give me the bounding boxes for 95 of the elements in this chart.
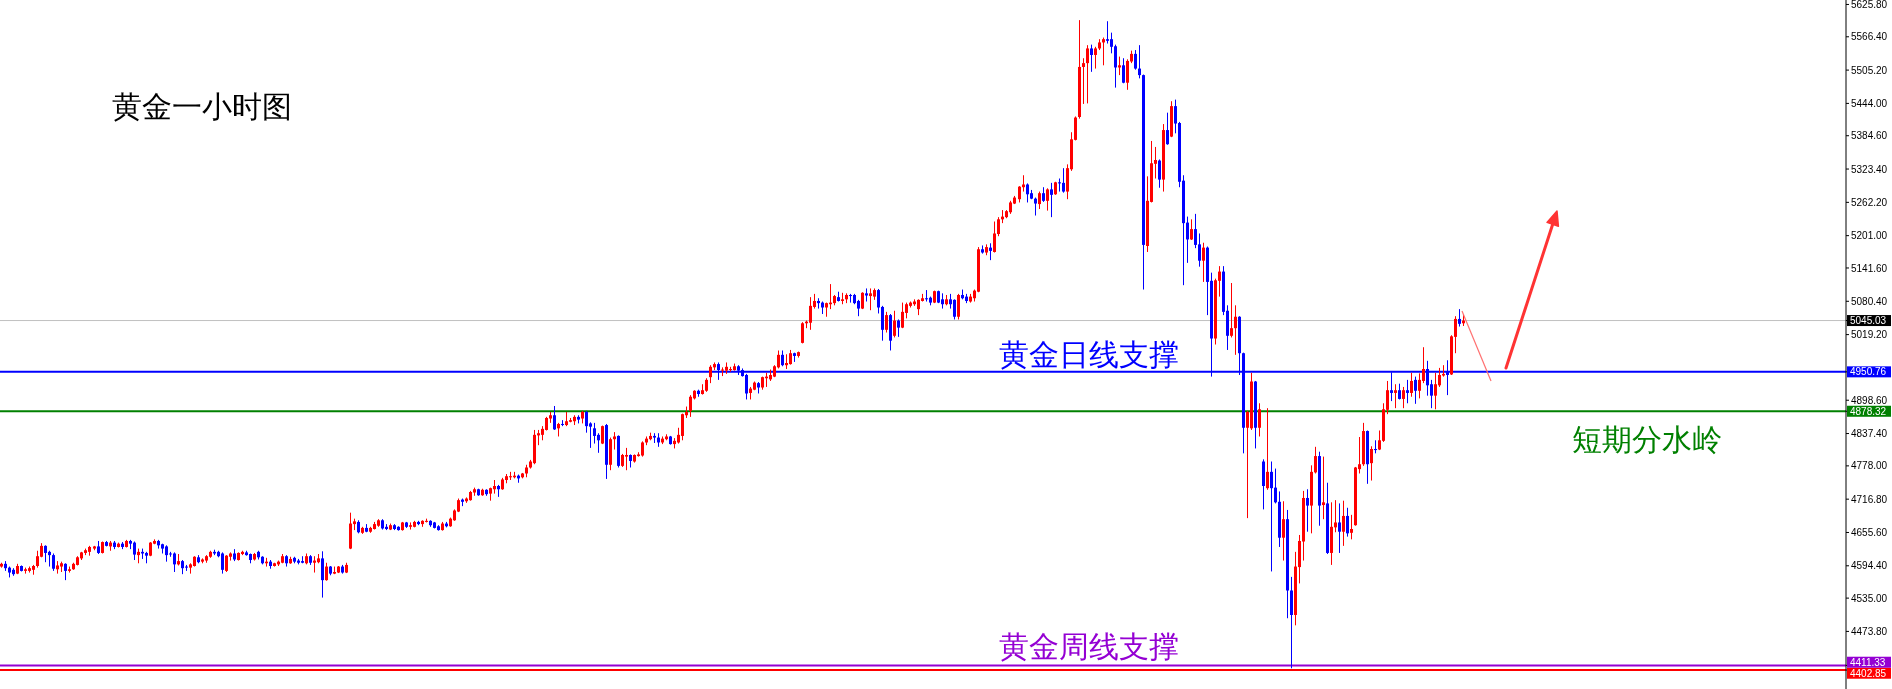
candlestick (1198, 232, 1201, 268)
candlestick (1234, 304, 1237, 356)
ref-line-label: 黄金日线支撑 (999, 336, 1180, 372)
candlestick (1374, 439, 1377, 454)
y-tick-label: 4898.60 (1851, 394, 1888, 406)
candlestick (869, 287, 872, 311)
candlestick (1106, 20, 1109, 45)
candlestick (1102, 37, 1105, 66)
candlestick (1058, 178, 1061, 193)
y-tick-label: 5625.80 (1851, 0, 1888, 11)
candlestick (1138, 44, 1141, 79)
y-tick-label: 5080.40 (1851, 295, 1888, 307)
candlestick (1410, 372, 1413, 398)
candlestick (1186, 216, 1189, 264)
candlestick (1094, 46, 1097, 70)
y-tick-label: 5323.40 (1851, 163, 1888, 175)
candlestick (1122, 57, 1125, 84)
candlestick (1086, 44, 1089, 104)
candlestick (1090, 44, 1093, 73)
y-tick-label: 5566.40 (1851, 31, 1888, 43)
candlestick (953, 298, 956, 320)
candlestick (1062, 167, 1065, 194)
y-tick-label: 4473.80 (1851, 626, 1888, 638)
candlestick (1418, 372, 1421, 399)
y-tick-label: 4837.40 (1851, 428, 1888, 440)
candlestick (1322, 456, 1325, 520)
y-tick-label: 5019.20 (1851, 329, 1888, 341)
candlestick (1342, 500, 1345, 547)
candlestick (1126, 58, 1129, 91)
candlestick (1346, 507, 1349, 538)
y-tick-label: 5444.00 (1851, 98, 1888, 109)
candlestick (957, 293, 960, 320)
candlestick (1406, 379, 1409, 404)
candlestick (881, 305, 884, 342)
candlestick (1274, 468, 1277, 504)
y-tick-label: 4535.00 (1851, 592, 1888, 604)
candlestick (689, 394, 692, 418)
candlestick (1046, 187, 1049, 212)
y-tick-label: 4402.85 (1850, 667, 1887, 679)
candlestick (809, 296, 812, 331)
y-tick-label: 4878.32 (1850, 405, 1887, 417)
y-tick-label: 5141.60 (1851, 262, 1888, 274)
y-tick-label: 5201.00 (1851, 230, 1888, 242)
candlestick (597, 432, 600, 454)
candlestick (1134, 49, 1137, 71)
y-tick-label: 4950.76 (1850, 366, 1887, 378)
y-tick-label: 5045.03 (1850, 315, 1887, 327)
candlestick (1158, 158, 1161, 189)
candlestick (1434, 372, 1437, 410)
y-tick-label: 5505.20 (1851, 64, 1888, 76)
ref-line-label: 短期分水岭 (1571, 421, 1722, 457)
candlestick (1282, 500, 1285, 562)
candlestick (1394, 383, 1397, 409)
candlestick (625, 447, 628, 471)
candlestick (1166, 112, 1169, 146)
candlestick (925, 289, 928, 303)
candlestick (1370, 445, 1373, 482)
candlestick (885, 311, 888, 334)
candlestick (553, 405, 556, 431)
candlestick (893, 310, 896, 338)
candlestick (593, 422, 596, 445)
y-tick-label: 4716.80 (1851, 493, 1888, 505)
candlestick (1230, 282, 1233, 338)
candlestick (1270, 461, 1273, 572)
y-tick-label: 4594.40 (1851, 560, 1888, 572)
text: 黄金一小时图 (112, 88, 292, 124)
candlestick (681, 413, 684, 441)
candlestick (133, 541, 136, 561)
candlestick (1258, 402, 1261, 437)
candlestick (1082, 57, 1085, 105)
candlestick (877, 288, 880, 314)
candlestick (1350, 514, 1353, 540)
y-tick-label: 4778.00 (1851, 460, 1888, 472)
candlestick (585, 410, 588, 434)
candlestick (1202, 242, 1205, 283)
candlestick (1314, 446, 1317, 474)
candlestick (1190, 218, 1193, 241)
candlestick (1050, 182, 1053, 218)
y-tick-label: 4411.33 (1850, 656, 1886, 668)
candlestick (221, 551, 224, 575)
candlestick (1266, 407, 1269, 491)
y-tick-label: 5384.60 (1851, 130, 1888, 142)
candlestick (1334, 499, 1337, 533)
candlestick (993, 221, 996, 254)
candlestick (1338, 502, 1341, 554)
y-tick-label: 4655.60 (1851, 527, 1888, 539)
candlestick (1026, 182, 1029, 203)
candlestick (1414, 376, 1417, 405)
candlestick (173, 551, 176, 573)
candlestick (321, 550, 324, 599)
candlestick (1402, 386, 1405, 409)
y-tick-label: 5262.20 (1851, 196, 1888, 208)
candlestick (1306, 488, 1309, 533)
candlestick (901, 302, 904, 329)
ref-line-label: 黄金周线支撑 (999, 628, 1180, 664)
